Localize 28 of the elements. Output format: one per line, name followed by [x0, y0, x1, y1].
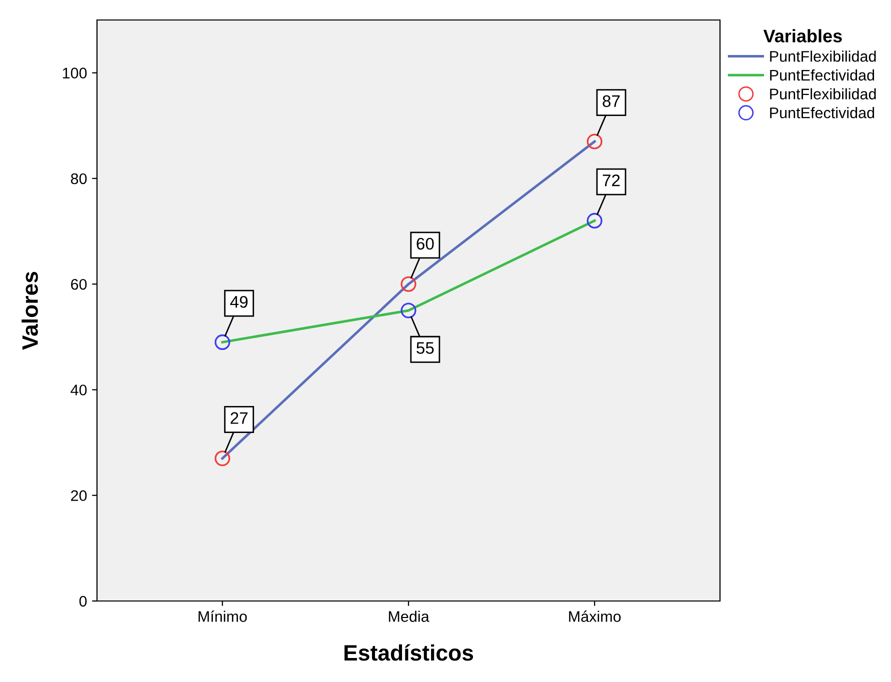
x-tick-label: Mínimo	[198, 610, 247, 622]
y-tick-label: 80	[70, 173, 87, 184]
data-label: 87	[602, 95, 620, 108]
x-axis-title: Estadísticos	[344, 644, 474, 661]
data-label: 27	[230, 412, 248, 424]
legend-label: PuntFlexibilidad	[770, 50, 876, 62]
x-tick-label: Media	[388, 610, 430, 622]
y-tick-label: 40	[70, 384, 87, 396]
y-axis-title: Valores	[22, 272, 38, 350]
point	[214, 334, 230, 350]
data-label: 55	[416, 342, 434, 354]
x-tick-label: Máximo	[569, 610, 621, 622]
legend-title: Variables	[763, 29, 842, 42]
point	[400, 302, 416, 318]
data-label: 49	[230, 296, 248, 308]
data-label: 72	[602, 174, 620, 186]
y-tick-label: 100	[62, 68, 87, 79]
point	[586, 212, 602, 228]
y-tick-label: 20	[71, 490, 87, 502]
legend-label: PuntEfectividad	[770, 69, 874, 81]
legend-label: PuntFlexibilidad	[770, 88, 876, 100]
data-label: 60	[416, 238, 434, 250]
point	[586, 134, 602, 150]
legend-label: PuntEfectividad	[770, 107, 874, 118]
point	[400, 276, 416, 292]
y-tick-label: 60	[71, 278, 87, 290]
point	[214, 450, 230, 466]
y-tick-label: 0	[79, 596, 87, 607]
